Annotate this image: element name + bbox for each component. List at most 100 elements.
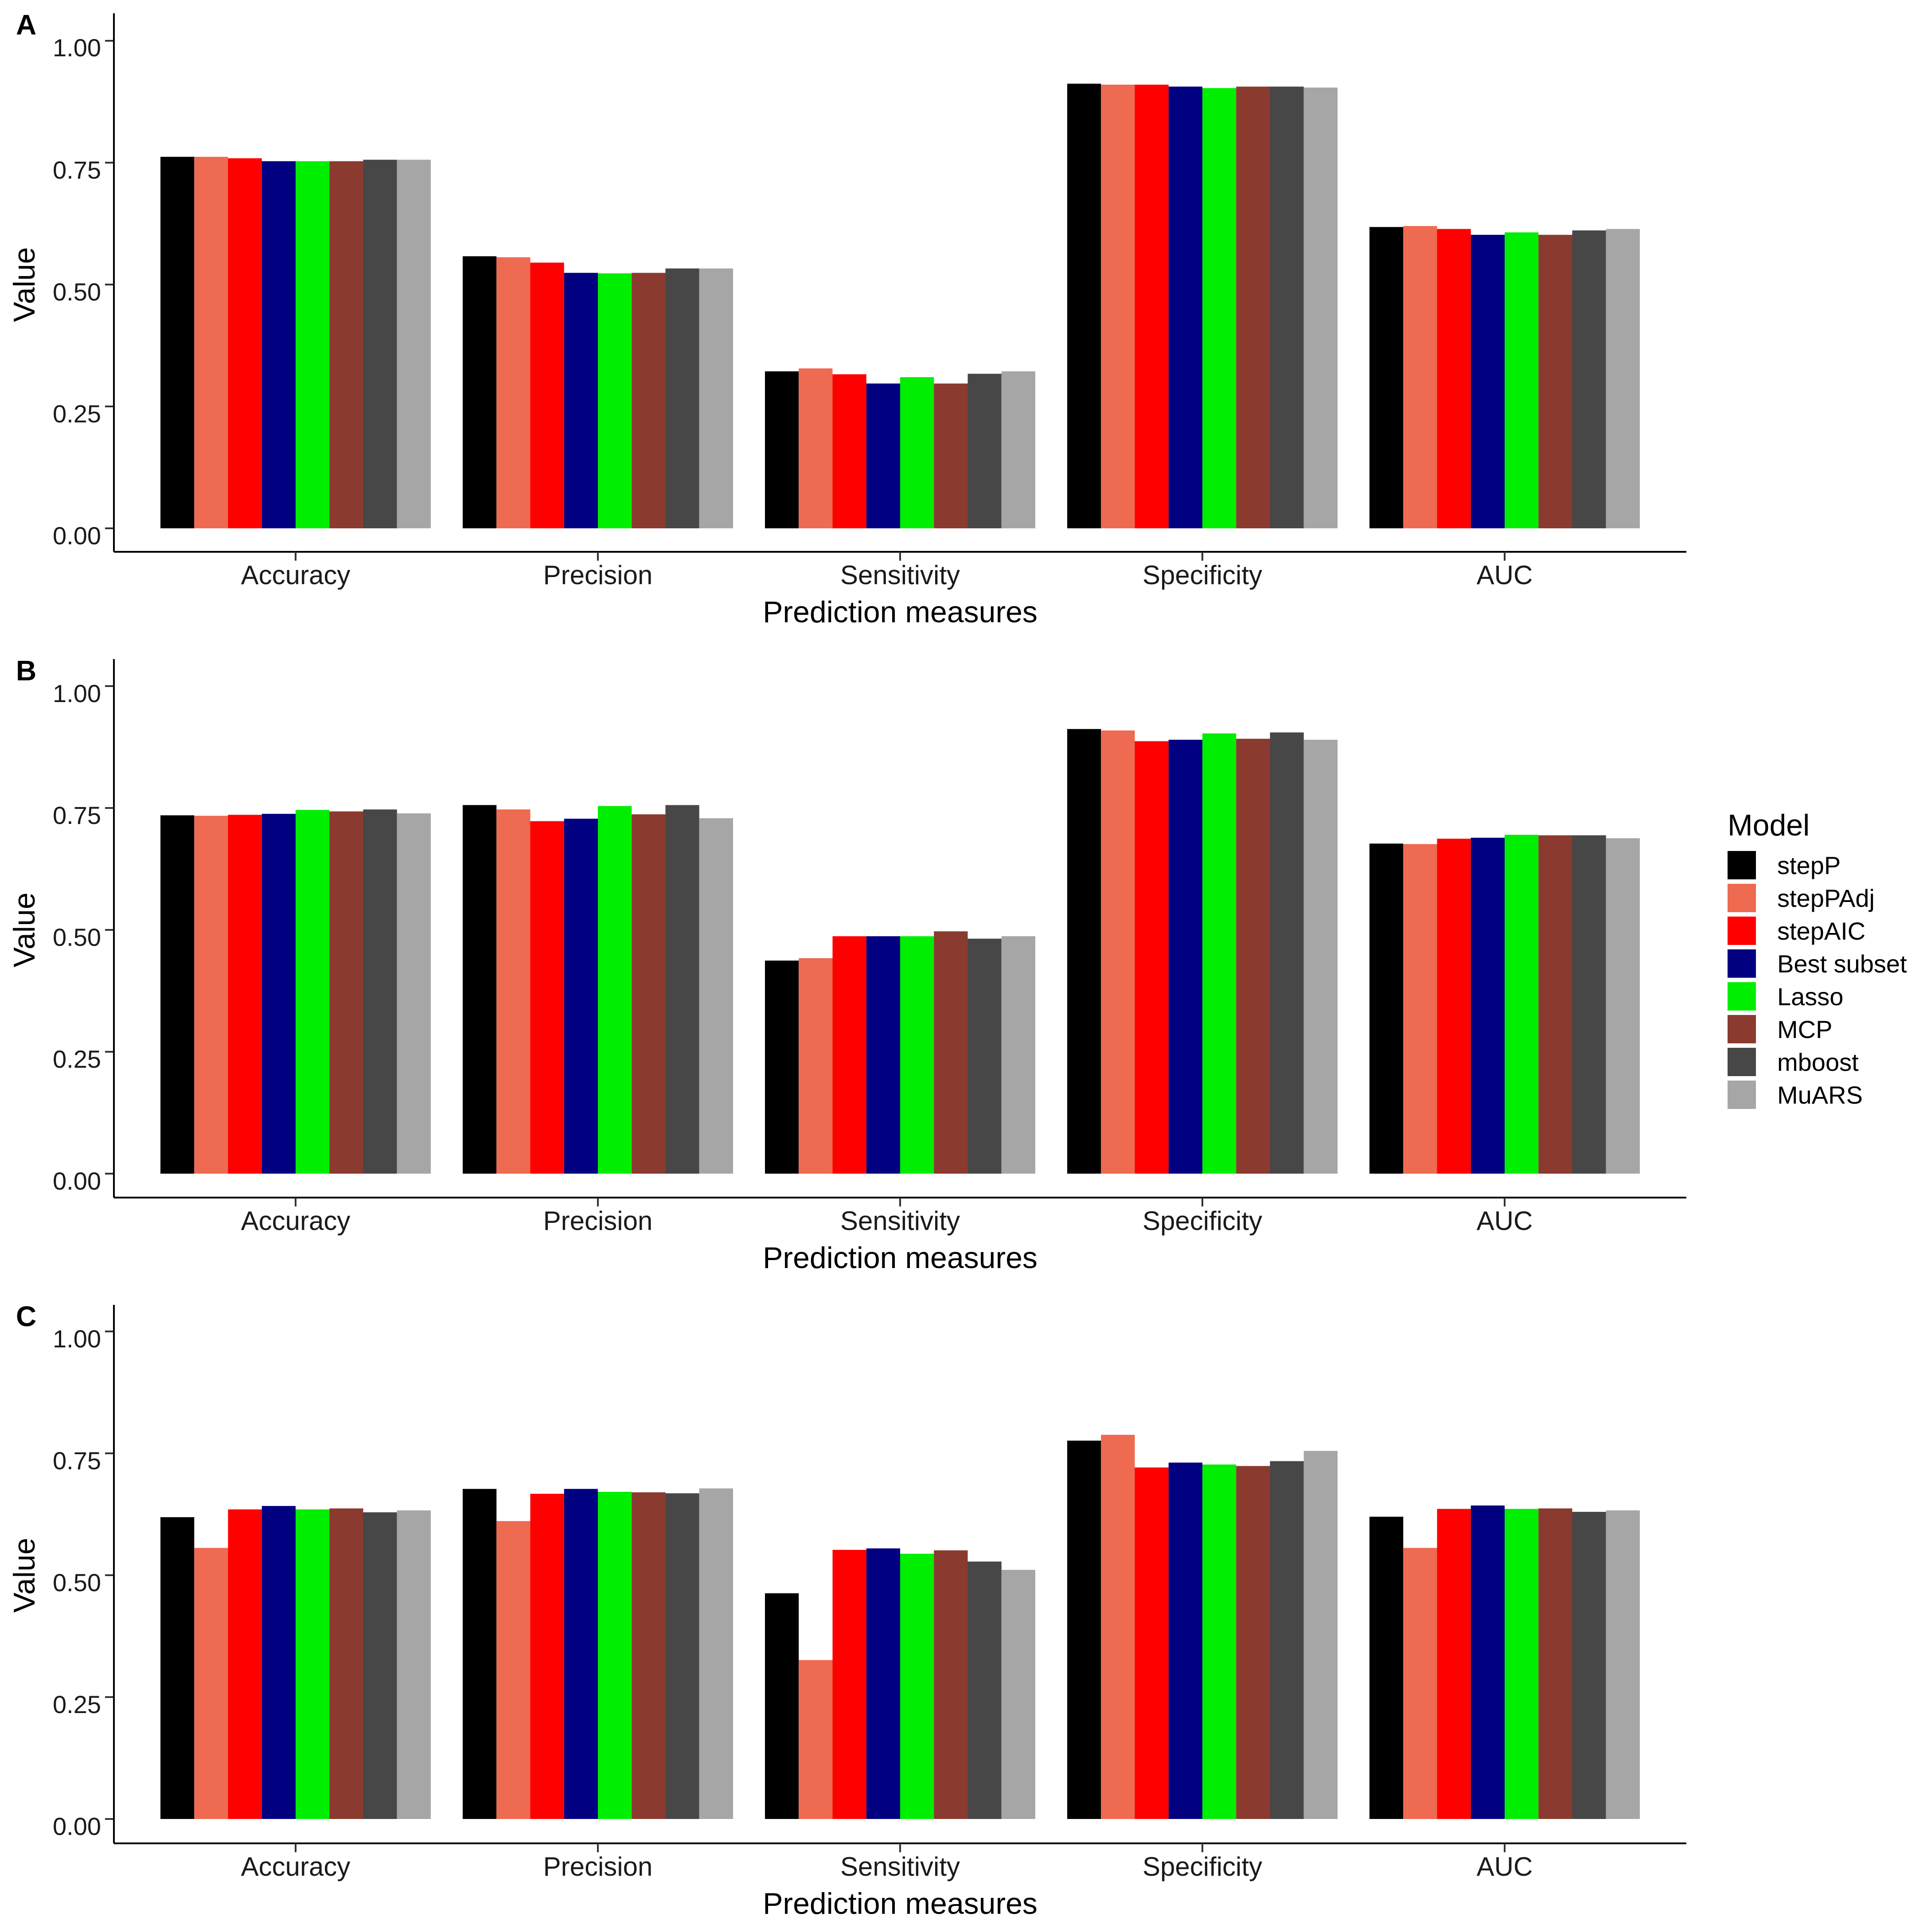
x-tick-label: Specificity bbox=[1143, 1852, 1262, 1881]
bar-best-subset-sensitivity bbox=[866, 936, 900, 1174]
bar-stepp-precision bbox=[463, 805, 497, 1174]
bar-stepaic-auc bbox=[1437, 229, 1471, 528]
bar-steppadj-precision bbox=[496, 1521, 531, 1819]
bar-lasso-specificity bbox=[1202, 1464, 1237, 1819]
legend-swatch bbox=[1728, 1015, 1756, 1043]
x-tick-label: Precision bbox=[543, 1852, 653, 1881]
y-ticks: 1.00 0.75 0.50 0.25 0.00 bbox=[53, 679, 114, 1195]
bar-stepaic-accuracy bbox=[228, 1509, 262, 1819]
x-tick-label: Precision bbox=[543, 1206, 653, 1236]
panel-letter: C bbox=[16, 1300, 36, 1332]
y-tick-label: 0.00 bbox=[53, 1167, 101, 1195]
bar-muars-specificity bbox=[1303, 87, 1338, 529]
bar-steppadj-sensitivity bbox=[799, 368, 833, 528]
bar-mcp-specificity bbox=[1236, 738, 1270, 1174]
bar-mboost-accuracy bbox=[363, 160, 397, 528]
bar-mboost-sensitivity bbox=[967, 1561, 1002, 1819]
x-tick-label: AUC bbox=[1477, 1206, 1533, 1236]
bar-muars-accuracy bbox=[397, 160, 431, 528]
bar-muars-precision bbox=[699, 818, 733, 1174]
bar-stepp-precision bbox=[463, 1489, 497, 1819]
bar-steppadj-sensitivity bbox=[799, 958, 833, 1174]
bar-stepaic-sensitivity bbox=[832, 1550, 866, 1819]
bar-stepp-auc bbox=[1369, 843, 1404, 1174]
bar-mcp-sensitivity bbox=[934, 383, 968, 528]
bar-stepaic-specificity bbox=[1135, 1467, 1169, 1819]
x-tick-label: Accuracy bbox=[241, 560, 351, 590]
y-tick-label: 1.00 bbox=[53, 679, 101, 707]
bar-muars-specificity bbox=[1303, 740, 1338, 1174]
y-tick-label: 0.25 bbox=[53, 1690, 101, 1718]
y-tick-label: 0.00 bbox=[53, 1812, 101, 1840]
panel-a: A 1.00 0.75 0.50 0.25 0.00 Accuracy Prec… bbox=[8, 9, 1686, 629]
legend-label: Lasso bbox=[1777, 983, 1843, 1011]
bar-lasso-precision bbox=[598, 1491, 632, 1819]
bar-mboost-accuracy bbox=[363, 809, 397, 1174]
bar-lasso-sensitivity bbox=[900, 1553, 934, 1819]
bar-best-subset-accuracy bbox=[261, 161, 296, 528]
bar-lasso-specificity bbox=[1202, 733, 1237, 1174]
bar-mcp-specificity bbox=[1236, 86, 1270, 528]
bar-steppadj-accuracy bbox=[194, 156, 228, 528]
bar-mboost-auc bbox=[1572, 835, 1606, 1174]
bar-mcp-auc bbox=[1538, 1508, 1572, 1819]
bar-muars-precision bbox=[699, 268, 733, 528]
y-tick-label: 1.00 bbox=[53, 1325, 101, 1353]
bar-lasso-precision bbox=[598, 806, 632, 1174]
bar-stepaic-precision bbox=[530, 262, 564, 528]
panel-c: C 1.00 0.75 0.50 0.25 0.00 Accuracy Prec… bbox=[8, 1300, 1686, 1920]
legend-label: MCP bbox=[1777, 1015, 1832, 1043]
bar-mboost-sensitivity bbox=[967, 374, 1002, 528]
bar-steppadj-precision bbox=[496, 809, 531, 1174]
legend-swatch bbox=[1728, 851, 1756, 879]
bar-stepaic-specificity bbox=[1135, 85, 1169, 528]
bar-muars-auc bbox=[1606, 838, 1640, 1174]
bar-stepp-accuracy bbox=[160, 156, 195, 528]
y-tick-label: 1.00 bbox=[53, 34, 101, 62]
bar-muars-auc bbox=[1606, 229, 1640, 528]
bar-lasso-sensitivity bbox=[900, 377, 934, 528]
bar-stepaic-accuracy bbox=[228, 158, 262, 529]
x-tick-label: Specificity bbox=[1143, 1206, 1262, 1236]
x-tick-label: Precision bbox=[543, 560, 653, 590]
bar-stepp-sensitivity bbox=[765, 960, 799, 1174]
bar-steppadj-specificity bbox=[1101, 1435, 1135, 1819]
y-tick-label: 0.00 bbox=[53, 522, 101, 550]
bar-lasso-precision bbox=[598, 273, 632, 528]
bar-muars-auc bbox=[1606, 1510, 1640, 1819]
bar-steppadj-accuracy bbox=[194, 1548, 228, 1819]
legend-label: Best subset bbox=[1777, 950, 1907, 978]
panel-letter: A bbox=[16, 9, 36, 41]
y-axis-title: Value bbox=[8, 1538, 41, 1613]
bar-steppadj-auc bbox=[1403, 844, 1437, 1174]
bar-lasso-auc bbox=[1505, 232, 1539, 528]
bar-stepp-precision bbox=[463, 256, 497, 528]
x-tick-label: Specificity bbox=[1143, 560, 1262, 590]
bar-lasso-specificity bbox=[1202, 88, 1237, 528]
bar-mcp-specificity bbox=[1236, 1466, 1270, 1819]
legend-swatch bbox=[1728, 982, 1756, 1011]
bar-best-subset-specificity bbox=[1168, 86, 1202, 528]
x-ticks: Accuracy Precision Sensitivity Specifici… bbox=[241, 552, 1533, 590]
bar-lasso-accuracy bbox=[296, 161, 330, 528]
x-tick-label: Sensitivity bbox=[840, 560, 960, 590]
bar-mcp-accuracy bbox=[329, 1508, 363, 1819]
bar-stepp-accuracy bbox=[160, 815, 195, 1174]
bar-best-subset-specificity bbox=[1168, 740, 1202, 1174]
x-tick-label: Sensitivity bbox=[840, 1206, 960, 1236]
bar-stepp-sensitivity bbox=[765, 371, 799, 528]
bar-mcp-auc bbox=[1538, 234, 1572, 528]
x-tick-label: AUC bbox=[1477, 560, 1533, 590]
bar-best-subset-specificity bbox=[1168, 1462, 1202, 1819]
y-tick-label: 0.75 bbox=[53, 156, 101, 184]
bar-best-subset-sensitivity bbox=[866, 383, 900, 528]
bar-mboost-auc bbox=[1572, 230, 1606, 528]
bar-stepaic-auc bbox=[1437, 1509, 1471, 1819]
bar-stepaic-accuracy bbox=[228, 815, 262, 1174]
bar-mcp-sensitivity bbox=[934, 931, 968, 1174]
legend-title: Model bbox=[1728, 808, 1810, 842]
bars bbox=[160, 83, 1640, 529]
y-tick-label: 0.25 bbox=[53, 400, 101, 428]
bar-mcp-auc bbox=[1538, 835, 1572, 1174]
bar-best-subset-precision bbox=[564, 273, 598, 528]
